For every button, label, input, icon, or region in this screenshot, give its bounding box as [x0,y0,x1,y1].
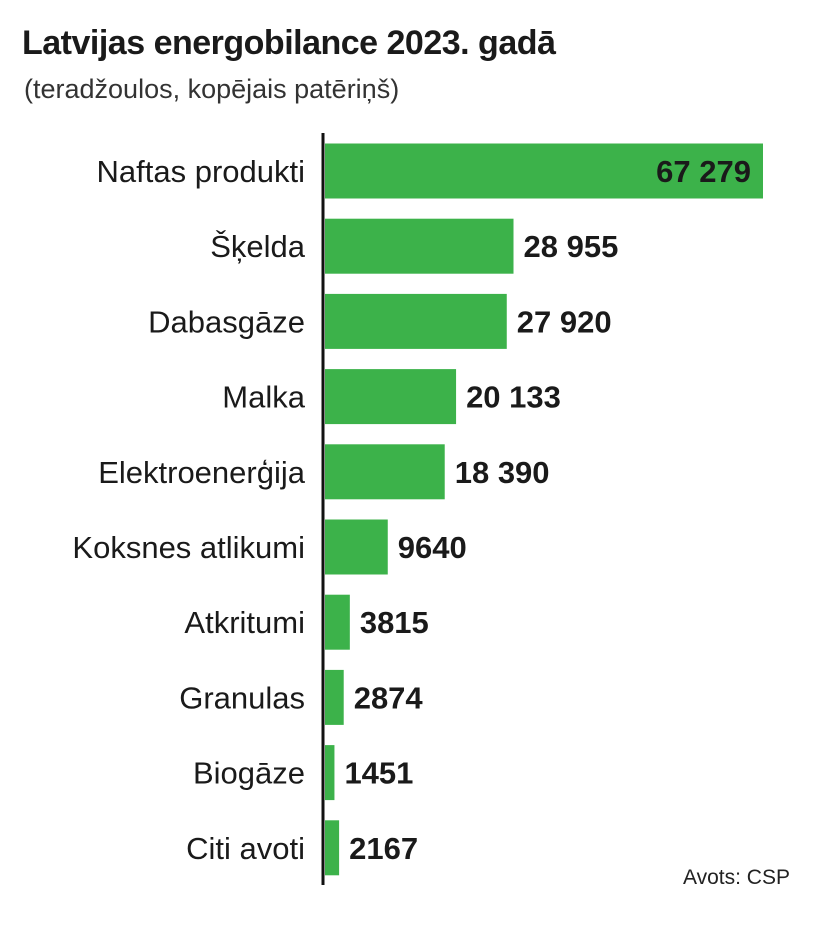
value-label: 2874 [354,680,424,715]
category-label: Malka [222,380,305,415]
value-label: 9640 [398,530,467,565]
bar [325,820,340,876]
category-label: Atkritumi [184,605,305,640]
bar [325,369,457,425]
value-label: 3815 [360,605,429,640]
chart-title: Latvijas energobilance 2023. gadā [22,24,556,62]
bar [325,293,507,349]
value-label: 67 279 [656,154,751,189]
bar [325,143,763,199]
value-label: 28 955 [524,229,619,264]
source-note: Avots: CSP [683,866,790,889]
category-label: Dabasgāze [148,304,305,339]
category-label: Šķelda [210,229,306,264]
bar [325,444,445,500]
value-label: 1451 [344,756,413,791]
category-label: Koksnes atlikumi [72,530,305,565]
bar [325,218,514,274]
bar [325,745,335,801]
category-label: Naftas produkti [97,154,306,189]
bar [325,669,344,725]
category-label: Biogāze [193,756,305,791]
category-label: Citi avoti [186,831,305,866]
value-label: 20 133 [466,380,561,415]
value-label: 18 390 [455,455,550,490]
chart-subtitle: (teradžoulos, kopējais patēriņš) [24,74,400,104]
bar [325,519,388,575]
category-label: Granulas [179,680,305,715]
category-label: Elektroenerģija [98,455,306,490]
value-label: 27 920 [517,304,612,339]
bar [325,594,350,650]
value-label: 2167 [349,831,418,866]
